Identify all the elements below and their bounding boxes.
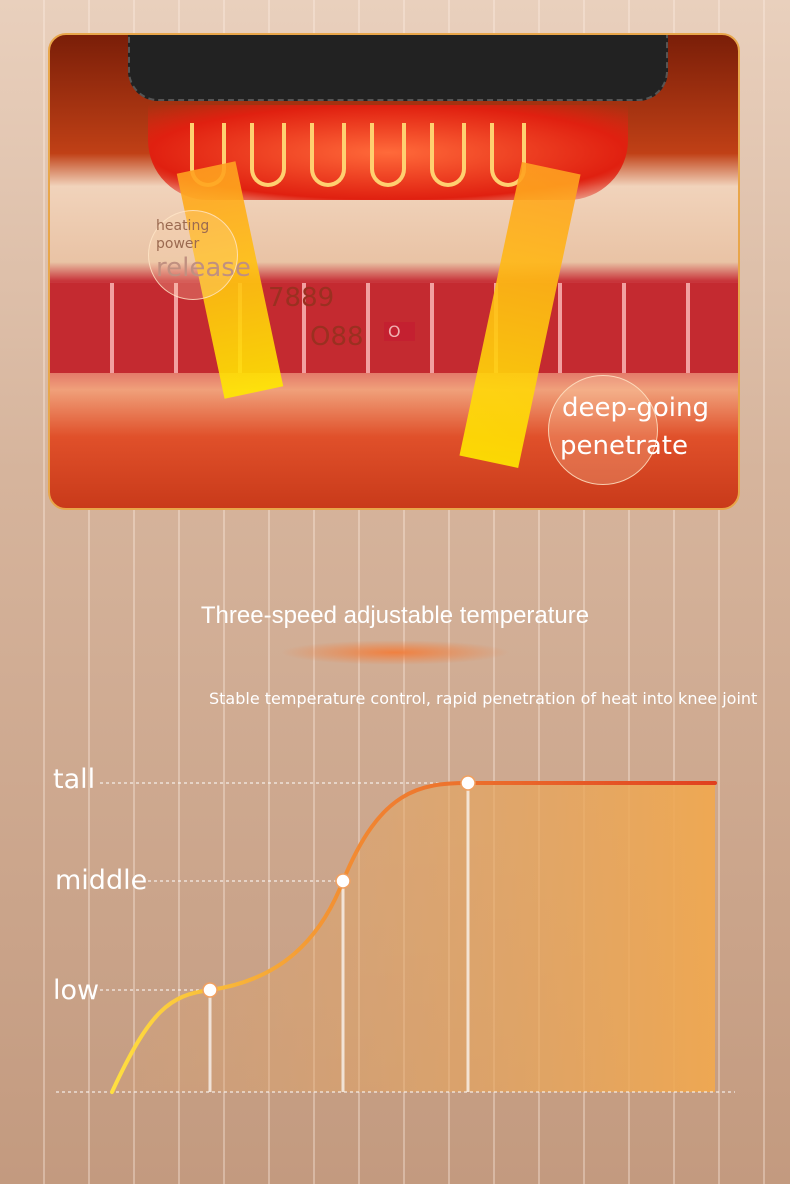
callout-text: heating — [156, 218, 210, 234]
point-middle — [335, 873, 351, 889]
level-label-tall: tall — [53, 764, 96, 795]
level-label-low: low — [53, 975, 100, 1006]
curve-fill — [112, 783, 715, 1092]
point-tall — [460, 775, 476, 791]
callout-penetrate: penetrate — [560, 431, 688, 461]
callout-deep-going: deep-going — [562, 393, 709, 423]
callout-release: release — [156, 253, 251, 283]
heating-pad — [128, 35, 668, 101]
overlay-fragment: O — [384, 322, 415, 341]
section-title: Three-speed adjustable temperature — [200, 602, 590, 629]
point-low — [202, 982, 218, 998]
heating-coil — [250, 123, 286, 187]
heating-coil — [370, 123, 406, 187]
overlay-fragment: 7889 — [268, 283, 335, 313]
temperature-curve — [110, 781, 717, 1094]
heating-coil — [310, 123, 346, 187]
callout-text: power — [156, 236, 200, 252]
heating-illustration: heating power release 7889 O88 O deep-go… — [48, 33, 740, 510]
heating-coil — [430, 123, 466, 187]
level-label-middle: middle — [55, 865, 148, 896]
section-subtitle: Stable temperature control, rapid penetr… — [209, 689, 758, 708]
callout-bubble-right — [548, 375, 658, 485]
overlay-fragment: O88 — [310, 322, 364, 352]
callout-heating-power: heating power — [156, 217, 209, 253]
heating-coil — [490, 123, 526, 187]
decorative-glow — [280, 640, 510, 665]
callout-bubble-left — [148, 210, 238, 300]
